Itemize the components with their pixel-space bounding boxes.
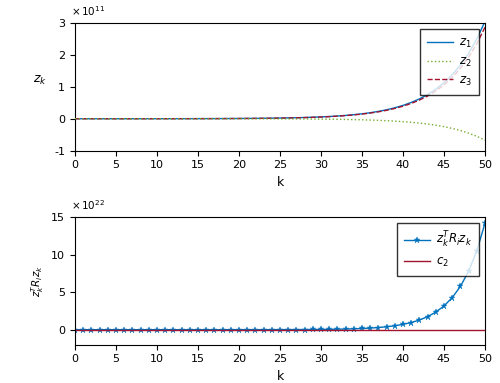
Y-axis label: $z_k^T R_i z_k$: $z_k^T R_i z_k$ [29, 265, 46, 297]
$z_k^T R_i z_k$ [474, 249, 480, 253]
$z_2$ [474, 134, 480, 139]
$z_1$ [72, 116, 78, 121]
$z_3$ [162, 116, 168, 121]
$c_2$ [72, 328, 78, 332]
$z_k^T R_i z_k$ [195, 327, 201, 332]
$z_2$ [195, 116, 201, 121]
X-axis label: k: k [276, 176, 283, 189]
$z_2$ [342, 117, 348, 122]
$c_2$ [367, 328, 373, 332]
$z_3$ [474, 41, 480, 46]
Line: $z_k^T R_i z_k$: $z_k^T R_i z_k$ [72, 220, 488, 333]
Text: $\times\,10^{22}$: $\times\,10^{22}$ [71, 198, 105, 212]
$z_3$ [203, 116, 209, 121]
Line: $z_2$: $z_2$ [75, 119, 485, 140]
$c_2$ [162, 328, 168, 332]
$z_k^T R_i z_k$ [162, 327, 168, 332]
$c_2$ [195, 328, 201, 332]
$z_2$ [367, 118, 373, 122]
Line: $z_1$: $z_1$ [75, 21, 485, 119]
$z_k^T R_i z_k$ [482, 221, 488, 226]
$z_3$ [195, 116, 201, 121]
$z_3$ [482, 25, 488, 29]
X-axis label: k: k [276, 370, 283, 383]
$z_1$ [474, 37, 480, 41]
$z_1$ [367, 110, 373, 115]
$z_2$ [72, 116, 78, 121]
Legend: $z_k^T R_i z_k$, $c_2$: $z_k^T R_i z_k$, $c_2$ [397, 223, 479, 276]
$z_1$ [342, 113, 348, 118]
$z_2$ [162, 116, 168, 121]
$z_k^T R_i z_k$ [72, 327, 78, 332]
Line: $z_3$: $z_3$ [75, 27, 485, 119]
$z_k^T R_i z_k$ [367, 326, 373, 331]
$c_2$ [203, 328, 209, 332]
$z_k^T R_i z_k$ [342, 327, 348, 331]
$c_2$ [482, 328, 488, 332]
$z_1$ [162, 116, 168, 121]
Y-axis label: $z_k$: $z_k$ [34, 74, 48, 87]
$c_2$ [342, 328, 348, 332]
$z_3$ [367, 111, 373, 115]
Legend: $z_1$, $z_2$, $z_3$: $z_1$, $z_2$, $z_3$ [420, 29, 479, 95]
$z_1$ [482, 19, 488, 24]
$z_3$ [72, 116, 78, 121]
Text: $\times\,10^{11}$: $\times\,10^{11}$ [71, 4, 105, 18]
$z_3$ [342, 113, 348, 118]
$z_1$ [195, 116, 201, 121]
$z_2$ [482, 138, 488, 142]
$z_k^T R_i z_k$ [203, 327, 209, 332]
$z_2$ [203, 116, 209, 121]
$z_1$ [203, 116, 209, 121]
$c_2$ [474, 328, 480, 332]
